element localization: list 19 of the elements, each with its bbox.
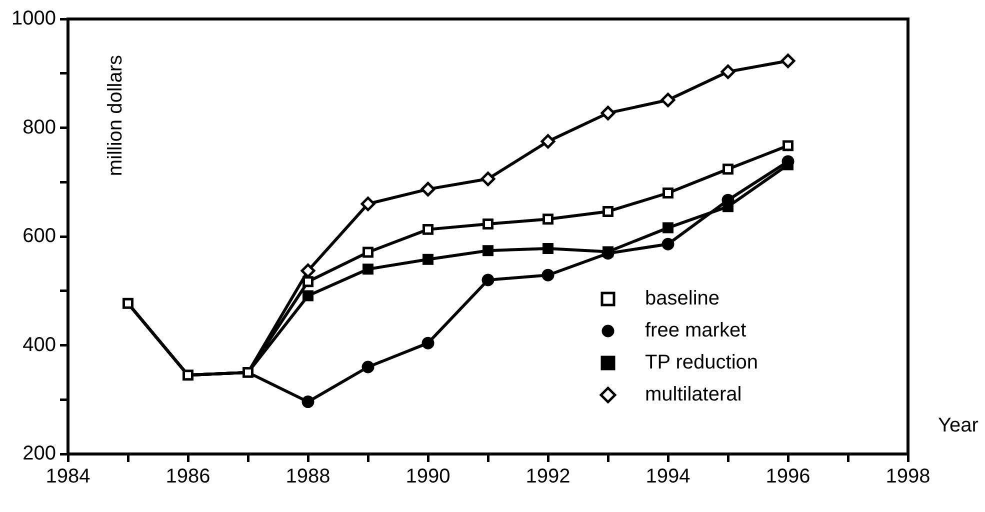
legend-label: TP reduction (645, 352, 758, 374)
x-tick-label: 1990 (406, 466, 450, 488)
x-axis-title: Year (938, 414, 979, 437)
y-tick-label: 800 (22, 116, 56, 138)
y-tick-label: 1000 (12, 8, 56, 30)
x-tick-label: 1988 (286, 466, 330, 488)
x-tick-label: 1984 (46, 466, 90, 488)
y-axis-title: million dollars (104, 55, 127, 176)
x-tick-label: 1994 (646, 466, 690, 488)
y-tick-label: 200 (22, 442, 56, 465)
legend-label: baseline (645, 288, 720, 310)
legend-label: free market (645, 320, 747, 342)
y-tick-label: 400 (22, 334, 56, 356)
x-tick-label: 1986 (166, 466, 210, 488)
y-tick-label: 600 (22, 225, 56, 248)
x-tick-label: 1992 (526, 466, 570, 488)
legend-label: multilateral (645, 384, 742, 406)
x-tick-label: 1996 (766, 466, 810, 488)
x-tick-label: 1998 (886, 466, 930, 488)
